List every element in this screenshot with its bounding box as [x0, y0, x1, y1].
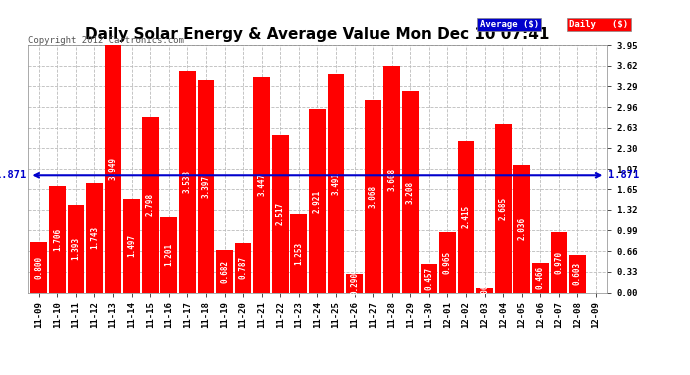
Bar	[290, 214, 307, 292]
Text: 1.253: 1.253	[295, 242, 304, 265]
Bar	[439, 232, 456, 292]
Bar	[272, 135, 288, 292]
Text: 1.201: 1.201	[164, 243, 173, 266]
Text: 2.685: 2.685	[499, 197, 508, 220]
Bar	[346, 274, 363, 292]
Text: 3.949: 3.949	[108, 157, 117, 180]
Text: 0.290: 0.290	[350, 272, 359, 295]
Bar	[532, 263, 549, 292]
Text: 2.517: 2.517	[276, 202, 285, 225]
Text: 1.706: 1.706	[53, 228, 62, 251]
Bar	[513, 165, 530, 292]
Text: 2.921: 2.921	[313, 189, 322, 213]
Bar	[30, 242, 47, 292]
Bar	[365, 100, 382, 292]
Text: 0.457: 0.457	[424, 267, 433, 290]
Bar	[235, 243, 251, 292]
Bar	[253, 76, 270, 292]
Text: 3.208: 3.208	[406, 180, 415, 204]
Text: 2.036: 2.036	[518, 217, 526, 240]
Text: 1.497: 1.497	[127, 234, 136, 257]
Text: 2.798: 2.798	[146, 193, 155, 216]
Text: 0.787: 0.787	[239, 256, 248, 279]
Bar	[216, 250, 233, 292]
Text: 1.871: 1.871	[0, 170, 27, 180]
Bar	[179, 71, 196, 292]
Text: Daily   ($): Daily ($)	[569, 20, 629, 29]
Bar	[105, 45, 121, 292]
Text: 3.447: 3.447	[257, 173, 266, 196]
Bar	[142, 117, 159, 292]
Title: Daily Solar Energy & Average Value Mon Dec 10 07:41: Daily Solar Energy & Average Value Mon D…	[85, 27, 550, 42]
Text: 3.491: 3.491	[331, 172, 340, 195]
Text: 0.800: 0.800	[34, 256, 43, 279]
Text: Average ($): Average ($)	[480, 20, 539, 29]
Bar	[384, 66, 400, 292]
Text: 2.415: 2.415	[462, 205, 471, 228]
Text: 0.603: 0.603	[573, 262, 582, 285]
Text: 3.533: 3.533	[183, 170, 192, 194]
Bar	[551, 232, 567, 292]
Text: 3.397: 3.397	[201, 174, 210, 198]
Bar	[309, 110, 326, 292]
Text: 0.970: 0.970	[554, 251, 564, 274]
Text: 1.871: 1.871	[608, 170, 640, 180]
Text: 0.069: 0.069	[480, 279, 489, 302]
Bar	[160, 217, 177, 292]
Text: 0.965: 0.965	[443, 251, 452, 274]
Bar	[476, 288, 493, 292]
Bar	[495, 124, 511, 292]
Text: 3.608: 3.608	[387, 168, 396, 191]
Bar	[86, 183, 103, 292]
Bar	[420, 264, 437, 292]
Bar	[197, 80, 215, 292]
Bar	[68, 205, 84, 292]
Bar	[402, 92, 419, 292]
Bar	[457, 141, 475, 292]
Bar	[569, 255, 586, 292]
Text: 0.682: 0.682	[220, 260, 229, 283]
Bar	[124, 199, 140, 292]
Bar	[328, 74, 344, 292]
Text: Copyright 2012 Cartronics.com: Copyright 2012 Cartronics.com	[28, 36, 184, 45]
Bar	[49, 186, 66, 292]
Text: 0.466: 0.466	[536, 266, 545, 290]
Text: 1.743: 1.743	[90, 226, 99, 249]
Text: 1.393: 1.393	[71, 237, 81, 260]
Text: 3.068: 3.068	[368, 185, 377, 208]
